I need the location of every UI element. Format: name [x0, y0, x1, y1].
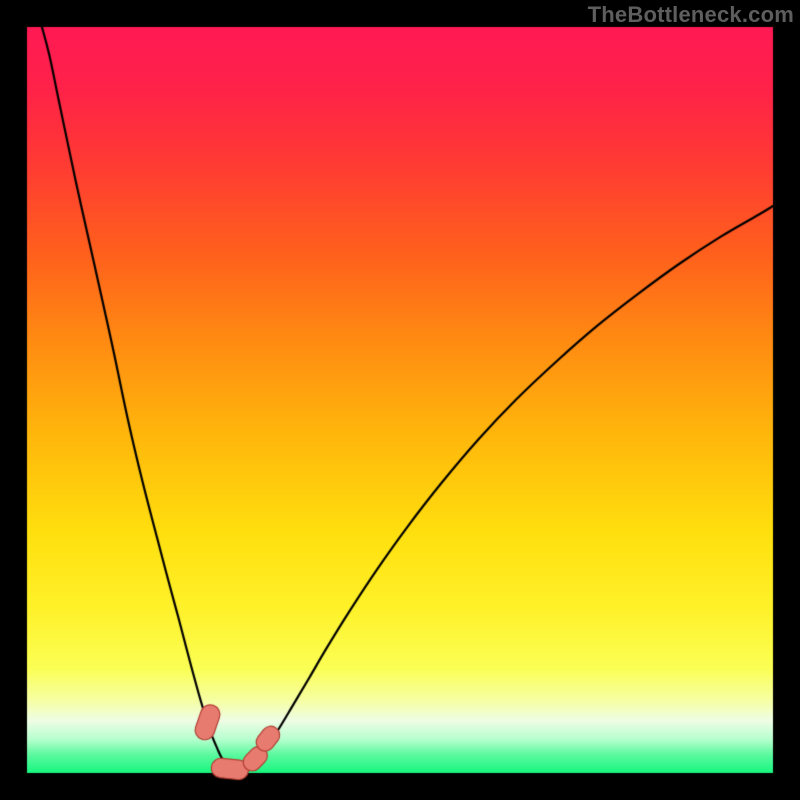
bottleneck-chart-canvas: [0, 0, 800, 800]
chart-stage: TheBottleneck.com: [0, 0, 800, 800]
